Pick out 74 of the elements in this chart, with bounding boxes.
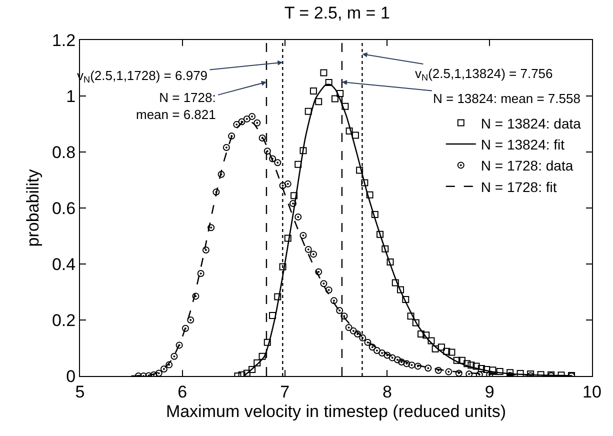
chart-title: T = 2.5, m = 1: [284, 3, 390, 22]
point: [258, 352, 266, 360]
point: [422, 332, 430, 339]
point: [325, 79, 332, 86]
point: [496, 368, 504, 376]
annotation: N = 13824: mean = 7.558: [433, 91, 580, 106]
legend-label: N = 1728: data: [480, 158, 574, 174]
x-tick-label: 6: [178, 382, 188, 402]
annotation: N = 1728: mean = 6.821: [136, 90, 216, 122]
x-tick-label: 9: [484, 382, 494, 402]
point: [432, 345, 439, 352]
point: [464, 360, 471, 368]
y-tick-label: 0.6: [52, 198, 76, 218]
point: [506, 369, 514, 376]
point: [331, 95, 338, 102]
point: [392, 279, 399, 286]
point: [352, 132, 359, 139]
point: [527, 370, 534, 376]
point: [315, 98, 322, 106]
point: [274, 293, 282, 300]
point: [346, 128, 353, 134]
point: [342, 102, 349, 110]
point: [417, 330, 424, 338]
y-tick-label: 0.2: [52, 310, 76, 330]
point: [243, 370, 250, 376]
point: [443, 348, 450, 355]
point: [310, 87, 317, 94]
point: [402, 296, 410, 304]
y-tick-label: 0: [66, 366, 76, 386]
point: [382, 245, 389, 252]
point: [264, 338, 271, 346]
legend-label: N = 13824: data: [480, 115, 582, 132]
point: [468, 362, 475, 369]
point: [366, 191, 374, 198]
point: [294, 160, 302, 168]
point: [300, 147, 307, 154]
point: [407, 312, 414, 320]
point: [254, 359, 261, 366]
point: [478, 364, 485, 372]
x-tick-label: 5: [75, 382, 85, 402]
point: [248, 366, 256, 374]
point: [458, 356, 466, 364]
point: [472, 362, 480, 370]
point: [516, 370, 524, 376]
point: [361, 179, 368, 186]
x-tick-label: 10: [582, 382, 602, 402]
point: [336, 90, 344, 97]
x-tick-label: 8: [382, 382, 392, 402]
y-tick-label: 1: [66, 86, 76, 106]
point: [438, 344, 445, 351]
y-tick-label: 0.8: [52, 142, 76, 162]
x-axis-title: Maximum velocity in timestep (reduced units): [166, 402, 506, 421]
point: [376, 230, 384, 238]
point: [279, 263, 286, 270]
point: [412, 319, 420, 326]
y-axis-title: probability: [24, 168, 43, 247]
point: [284, 234, 292, 242]
legend-label: N = 1728: fit: [480, 178, 557, 195]
point: [453, 356, 460, 364]
legend-label: N = 13824: fit: [480, 136, 565, 152]
y-tick-label: 0.4: [52, 254, 76, 274]
point: [428, 337, 435, 344]
point: [304, 108, 312, 115]
point: [320, 69, 328, 76]
point: [386, 258, 394, 266]
point: [489, 366, 496, 374]
point: [356, 166, 364, 174]
x-tick-label: 7: [280, 382, 290, 402]
y-tick-label: 1.2: [52, 30, 76, 50]
point: [371, 210, 378, 218]
annotation: v$_{N}$(2.5,1,13824) = 7.756: [415, 66, 553, 83]
point: [290, 192, 298, 200]
point: [397, 286, 404, 294]
point: [448, 348, 456, 356]
